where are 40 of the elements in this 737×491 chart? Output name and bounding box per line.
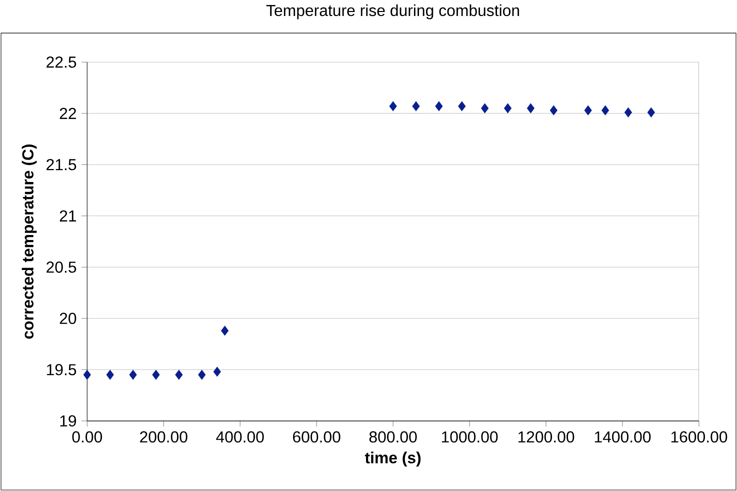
y-tick-label: 21	[60, 210, 76, 222]
point	[198, 370, 206, 380]
y-tick-label: 19.5	[46, 364, 76, 376]
y-tick-label: 19	[60, 415, 76, 427]
point	[412, 101, 420, 112]
point	[602, 105, 610, 116]
y-tick-label: 22	[60, 108, 76, 119]
point	[647, 107, 655, 118]
point	[106, 370, 114, 380]
point	[129, 370, 137, 380]
y-tick-label: 21.5	[46, 158, 76, 170]
point	[389, 101, 397, 112]
x-tick-label: 1000.00	[442, 431, 498, 443]
x-tick-label: 1200.00	[518, 431, 574, 443]
point	[152, 370, 160, 380]
point	[526, 103, 534, 114]
x-tick-label: 200.00	[140, 431, 188, 443]
x-tick-label: 800.00	[369, 431, 417, 443]
x-tick-label: 600.00	[293, 431, 340, 443]
point	[221, 326, 229, 336]
x-tick-label: 1400.00	[594, 431, 651, 443]
y-tick-label: 22.5	[46, 56, 76, 68]
point	[83, 370, 91, 380]
x-tick-label: 0.00	[72, 431, 102, 443]
x-axis-title: time (s)	[364, 452, 421, 466]
point	[550, 105, 558, 116]
x-tick-label: 1600.00	[671, 431, 728, 443]
point	[584, 105, 592, 116]
point	[175, 370, 183, 380]
y-tick-label: 20	[60, 312, 76, 324]
point	[481, 103, 489, 114]
point	[504, 103, 512, 114]
x-tick-label: 400.00	[216, 431, 264, 443]
y-tick-label: 20.5	[46, 261, 76, 273]
y-axis-title: corrected temperature (C)	[22, 144, 37, 339]
point	[213, 366, 221, 377]
point	[458, 101, 466, 112]
point	[435, 101, 443, 112]
chart-title: Temperature rise during combustion	[266, 4, 520, 20]
point	[624, 107, 632, 118]
